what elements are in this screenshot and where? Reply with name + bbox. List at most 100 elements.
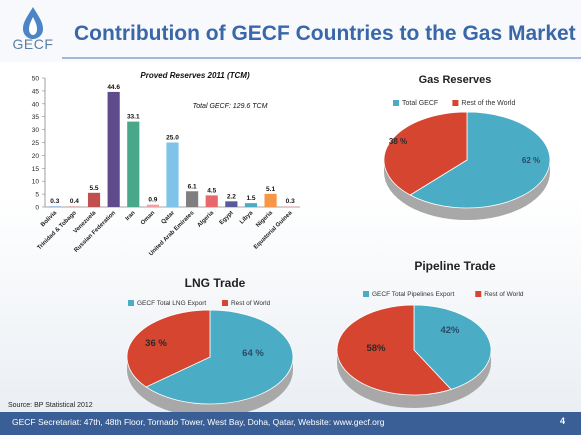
gas-reserves-pie: 62 % 38 %	[383, 111, 551, 220]
pipeline-trade-pie-chart: Pipeline Trade GECF Total Pipelines Expo…	[336, 259, 524, 408]
legend-label-0: GECF Total Pipelines Export	[372, 291, 454, 298]
legend-swatch-1	[452, 100, 459, 106]
pie-slice-0	[409, 111, 551, 209]
bar-value-label: 0.3	[286, 198, 295, 205]
lng-trade-pie-chart: LNG Trade GECF Total LNG Export Rest of W…	[126, 276, 294, 417]
bar-3	[107, 91, 120, 207]
reserves-bar-chart: Proved Reserves 2011 (TCM) Total GECF: 1…	[32, 71, 300, 257]
pie-slice-0	[413, 304, 492, 390]
legend-label-1: Rest of World	[484, 291, 524, 298]
pie-value-label: 38 %	[389, 137, 407, 146]
bar-value-label: 0.3	[50, 198, 59, 205]
pie-slice-1	[383, 111, 468, 196]
bar-value-label: 2.2	[227, 193, 236, 200]
bar-value-label: 6.1	[188, 183, 197, 190]
pie-side	[337, 350, 491, 408]
bar-category-label: Nigeria	[255, 210, 274, 229]
pie-slice-1	[336, 304, 452, 396]
gas-reserves-legend: Total GECF Rest of the World	[393, 100, 515, 107]
y-tick-label: 15	[32, 166, 40, 173]
y-tick-label: 20	[32, 153, 40, 160]
bar-category-label: Egypt	[219, 210, 235, 226]
source-note: Source: BP Statistical 2012	[8, 402, 93, 409]
bar-value-label: 33.1	[127, 114, 140, 121]
pipeline-trade-legend: GECF Total Pipelines Export Rest of World	[363, 291, 524, 298]
lng-trade-pie: 64 % 36 %	[126, 309, 294, 417]
pie-value-label: 62 %	[522, 156, 540, 165]
bar-5	[146, 204, 159, 207]
legend-label-1: Rest of the World	[461, 100, 515, 107]
bar-value-label: 5.1	[266, 186, 275, 193]
pie-value-label: 42%	[440, 325, 460, 336]
page-number: 4	[560, 416, 566, 426]
logo-text: GECF	[12, 36, 54, 52]
y-tick-label: 30	[32, 127, 40, 134]
bar-chart-annotation: Total GECF: 129.6 TCM	[193, 103, 268, 110]
bar-11	[264, 193, 277, 207]
gecf-logo-icon	[23, 7, 43, 39]
bar-category-label: Iran	[125, 210, 137, 222]
pie-side	[127, 357, 293, 417]
bar-value-label: 0.9	[148, 197, 157, 204]
legend-swatch-1	[221, 300, 228, 306]
pie-slice-0	[145, 309, 294, 405]
legend-swatch-0	[363, 291, 369, 297]
bar-value-label: 1.5	[246, 195, 255, 202]
y-tick-label: 0	[35, 205, 39, 212]
bar-value-label: 44.6	[107, 84, 120, 91]
y-tick-label: 25	[32, 140, 40, 147]
bar-1	[68, 205, 81, 207]
legend-label-1: Rest of World	[231, 300, 271, 307]
footer-bar	[0, 412, 581, 435]
y-tick-label: 50	[32, 76, 40, 83]
lng-trade-legend: GECF Total LNG Export Rest of World	[128, 300, 271, 307]
slide-header	[0, 0, 581, 62]
y-tick-label: 40	[32, 101, 40, 108]
bar-4	[127, 121, 140, 207]
page-title: Contribution of GECF Countries to the Ga…	[74, 22, 576, 45]
bar-2	[87, 192, 101, 207]
bar-category-label: Russian Federation	[73, 210, 117, 254]
legend-swatch-0	[393, 100, 399, 106]
bar-chart-title: Proved Reserves 2011 (TCM)	[140, 71, 250, 80]
footer-text: GECF Secretariat: 47th, 48th Floor, Torn…	[12, 417, 385, 427]
y-tick-label: 45	[32, 88, 40, 95]
pie-side	[384, 160, 550, 220]
legend-label-0: Total GECF	[402, 100, 438, 107]
bar-category-label: Bolivia	[40, 210, 59, 229]
bar-value-label: 5.5	[90, 185, 99, 192]
bar-category-label: Libya	[239, 210, 255, 226]
pie-slice-1	[126, 309, 211, 388]
bar-0	[48, 206, 61, 207]
legend-swatch-0	[128, 300, 134, 306]
y-tick-label: 5	[35, 192, 39, 199]
bar-category-label: Algeria	[197, 210, 216, 229]
y-tick-label: 10	[32, 179, 40, 186]
bar-value-label: 25.0	[166, 135, 179, 142]
bar-10	[244, 203, 258, 207]
bar-category-label: Qatar	[161, 210, 177, 226]
pipeline-trade-title: Pipeline Trade	[414, 259, 496, 273]
gas-reserves-pie-chart: Gas Reserves Total GECF Rest of the World…	[383, 74, 551, 220]
header-divider	[62, 57, 581, 59]
bar-value-label: 0.4	[70, 198, 79, 205]
bar-7	[186, 191, 199, 207]
pie-value-label: 64 %	[242, 348, 264, 359]
bar-category-label: Oman	[140, 210, 157, 227]
gas-reserves-title: Gas Reserves	[419, 74, 492, 86]
bar-12	[284, 206, 297, 207]
bar-9	[225, 201, 238, 207]
pipeline-trade-pie: 42% 58%	[336, 304, 492, 408]
lng-trade-title: LNG Trade	[185, 276, 246, 290]
bar-6	[166, 142, 179, 207]
pie-value-label: 58%	[366, 343, 386, 354]
bar-value-label: 4.5	[207, 187, 216, 194]
pie-value-label: 36 %	[145, 338, 167, 349]
bar-y-axis: 0 5 10 15 20 25 30 35 40 45 50	[32, 76, 300, 212]
legend-swatch-1	[475, 291, 482, 297]
bar-8	[205, 195, 218, 207]
legend-label-0: GECF Total LNG Export	[137, 300, 206, 307]
y-tick-label: 35	[32, 114, 40, 121]
bar-category-label: Equatorial Guinea	[253, 210, 294, 251]
